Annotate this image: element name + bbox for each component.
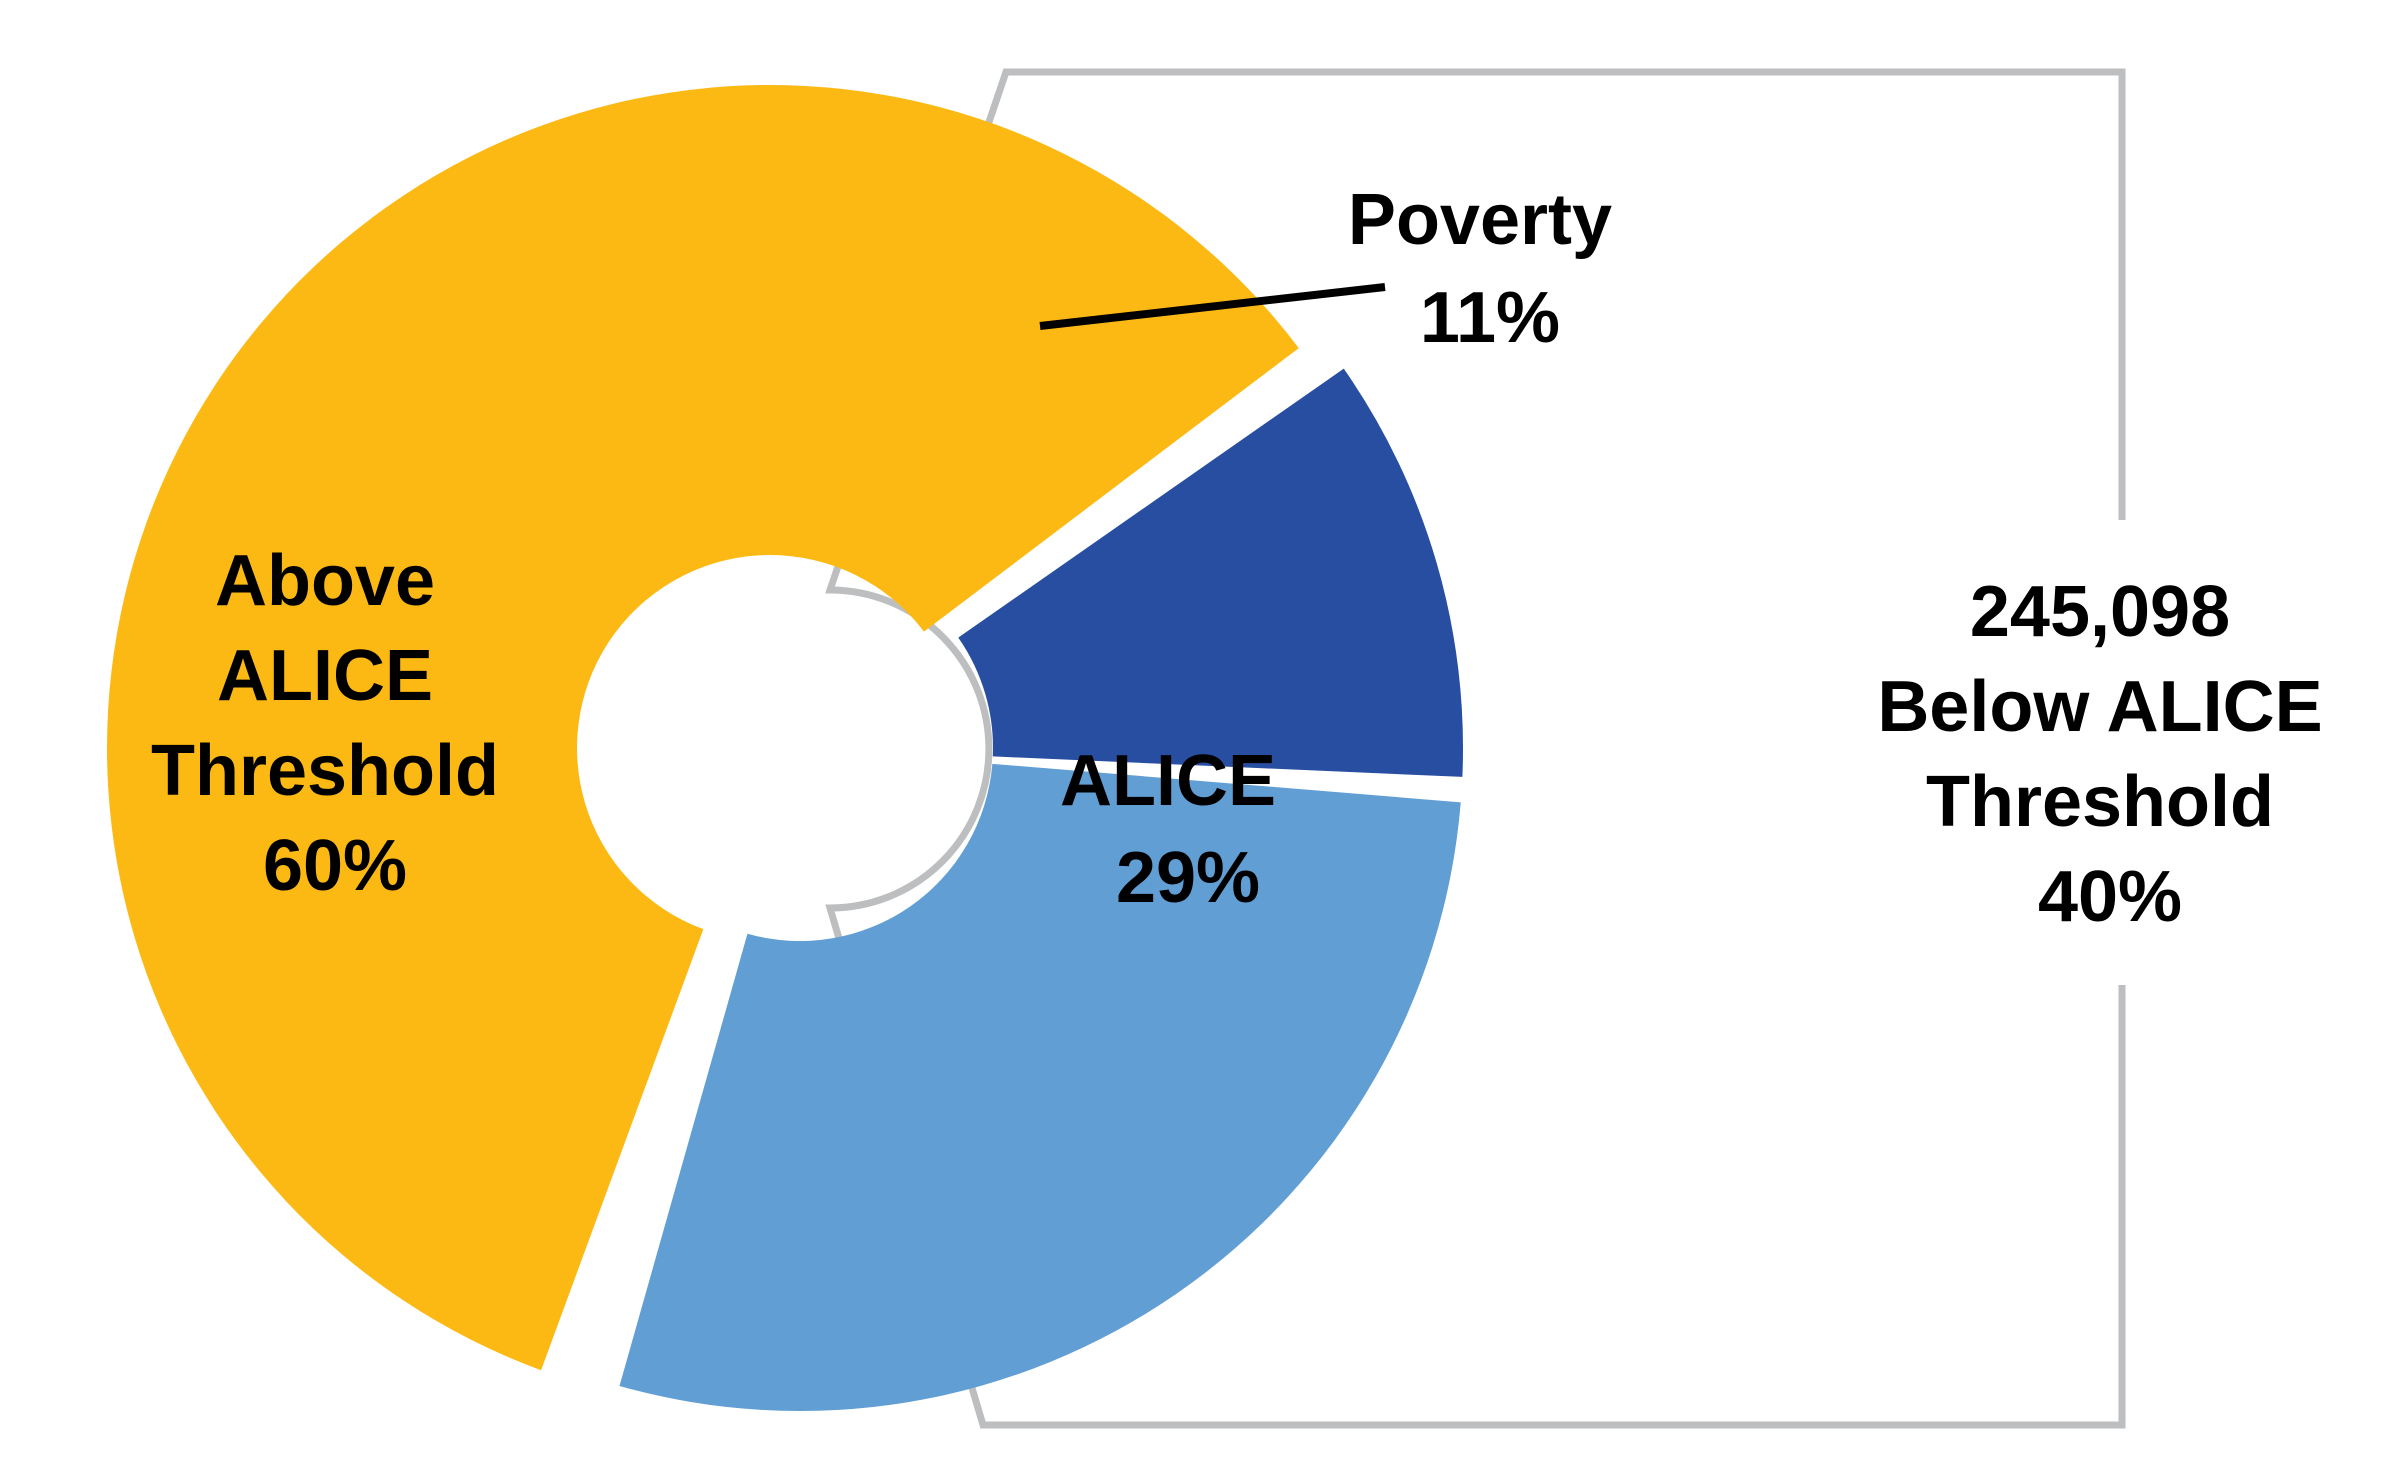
poverty-leader-line — [1039, 283, 1386, 330]
slice-above-alice-threshold — [106, 84, 1299, 1371]
label-above-alice-threshold: Above ALICE Threshold 60% — [151, 541, 519, 906]
label-alice: ALICE 29% — [1060, 741, 1296, 918]
below-threshold-group-outline — [825, 68, 2126, 1429]
label-poverty: Poverty 11% — [1348, 180, 1632, 358]
slice-poverty — [958, 368, 1463, 777]
slice-alice — [619, 763, 1461, 1411]
label-below-alice-threshold: 245,098 Below ALICE Threshold 40% — [1877, 572, 2342, 937]
